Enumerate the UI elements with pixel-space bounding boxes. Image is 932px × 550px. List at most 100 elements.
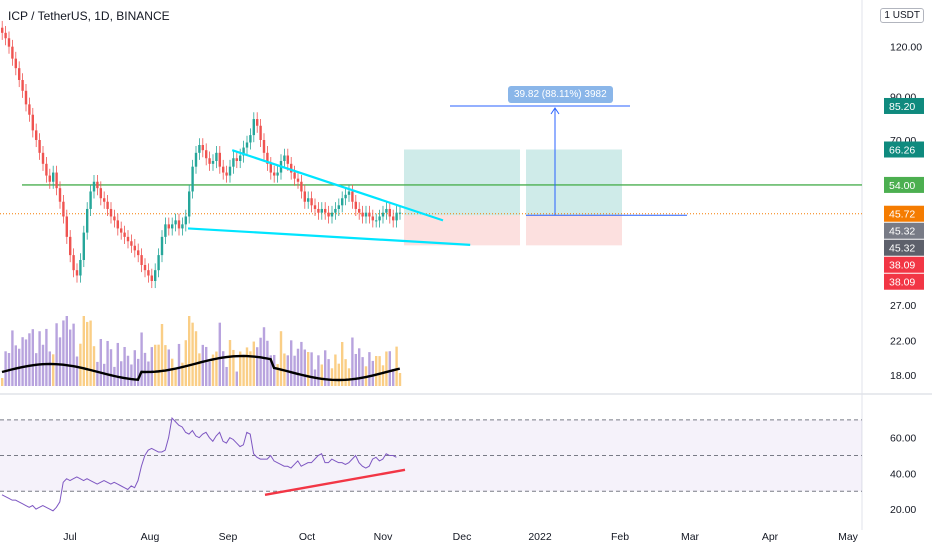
price-badge	[884, 205, 924, 222]
candle-body	[225, 172, 228, 176]
candle-body	[371, 216, 374, 221]
volume-bar	[157, 344, 160, 386]
volume-bar	[344, 359, 347, 386]
measure-arrow-head	[550, 107, 560, 115]
unit-label: USDT	[892, 10, 920, 21]
time-tick-label: Nov	[374, 531, 393, 543]
candle-body	[11, 46, 14, 59]
candle-body	[86, 208, 89, 233]
profit-zone-1	[526, 149, 622, 216]
price-badge-label: 38.09	[889, 260, 915, 272]
candle-body	[160, 236, 164, 256]
volume-bar	[177, 343, 181, 386]
volume-bar	[75, 356, 79, 386]
candle-body	[28, 104, 31, 115]
candle-body	[317, 208, 320, 213]
volume-bar	[150, 347, 153, 386]
profit-zone-0	[404, 149, 520, 216]
loss-zone-0	[404, 215, 520, 246]
candle-body	[113, 216, 116, 221]
volume-bar	[120, 361, 123, 386]
time-tick-label: Jul	[63, 531, 76, 543]
candle-body	[347, 191, 351, 195]
candle-body	[395, 212, 398, 221]
volume-bar	[96, 361, 99, 386]
candle-body	[211, 161, 215, 164]
volume-bar	[126, 355, 130, 386]
candle-body	[31, 114, 34, 131]
volume-bar	[269, 355, 272, 386]
volume-bar	[147, 361, 150, 386]
volume-bar	[395, 346, 398, 386]
volume-bar	[358, 348, 361, 386]
candle-body	[120, 228, 123, 233]
volume-bar	[317, 355, 320, 386]
volume-bar	[330, 368, 334, 386]
candle-body	[65, 216, 68, 237]
volume-bar	[99, 339, 102, 386]
price-badge-label: 45.32	[889, 243, 915, 255]
volume-bar	[137, 358, 140, 386]
price-badge	[884, 176, 924, 193]
candle-body	[381, 212, 385, 217]
time-tick-label: Dec	[453, 531, 472, 543]
candle-body	[184, 216, 187, 225]
candle-body	[300, 181, 303, 192]
candle-body	[269, 163, 272, 173]
volume-bar	[300, 341, 303, 386]
volume-bar	[249, 351, 252, 386]
volume-bar	[160, 324, 164, 386]
candle-body	[96, 181, 99, 189]
candle-body	[358, 208, 361, 213]
candle-body	[79, 259, 82, 276]
candle-body	[341, 198, 344, 206]
volume-bar	[211, 354, 215, 386]
candle-body	[181, 224, 184, 229]
price-badge-label: 66.26	[889, 144, 915, 156]
time-tick-label: Aug	[141, 531, 160, 543]
volume-bar	[201, 344, 204, 386]
candle-body	[157, 255, 160, 271]
time-tick-label: May	[838, 531, 859, 543]
candle-body	[188, 191, 191, 217]
candle-body	[52, 172, 55, 182]
candle-body	[106, 201, 109, 209]
candle-body	[21, 79, 24, 91]
volume-bar	[225, 366, 228, 386]
volume-bar	[252, 341, 255, 386]
candle-body	[337, 205, 340, 209]
wedge-upper-line	[231, 149, 444, 222]
volume-bar	[184, 340, 187, 386]
candle-body	[48, 175, 51, 182]
volume-bar	[45, 328, 48, 386]
volume-bar	[82, 316, 85, 386]
candle-body	[242, 147, 245, 156]
volume-bar	[1, 378, 4, 386]
symbol-title[interactable]: ICP / TetherUS, 1D, BINANCE	[8, 9, 170, 23]
volume-bar	[191, 322, 194, 386]
candle-body	[222, 166, 225, 173]
volume-bar	[28, 333, 31, 386]
price-tick-label: 22.00	[890, 335, 916, 347]
unit-prefix: 1	[884, 10, 890, 21]
volume-bar	[154, 344, 157, 386]
volume-bar	[307, 352, 310, 386]
volume-bar	[276, 364, 279, 386]
volume-bar	[235, 371, 238, 386]
price-badge	[884, 97, 924, 114]
volume-bar	[273, 354, 276, 386]
currency-unit[interactable]: 1 USDT	[880, 8, 924, 23]
volume-bar	[109, 349, 113, 386]
candle-body	[116, 220, 119, 229]
volume-bar	[55, 323, 58, 386]
volume-bar	[58, 337, 62, 386]
candle-body	[235, 158, 238, 162]
volume-bar	[228, 340, 232, 386]
wedge-lower-line	[187, 227, 471, 246]
volume-bar	[208, 361, 211, 386]
candle-body	[133, 245, 136, 251]
candle-body	[164, 224, 167, 237]
volume-bar	[103, 363, 106, 386]
volume-bar	[89, 320, 92, 386]
volume-bar	[232, 349, 235, 386]
